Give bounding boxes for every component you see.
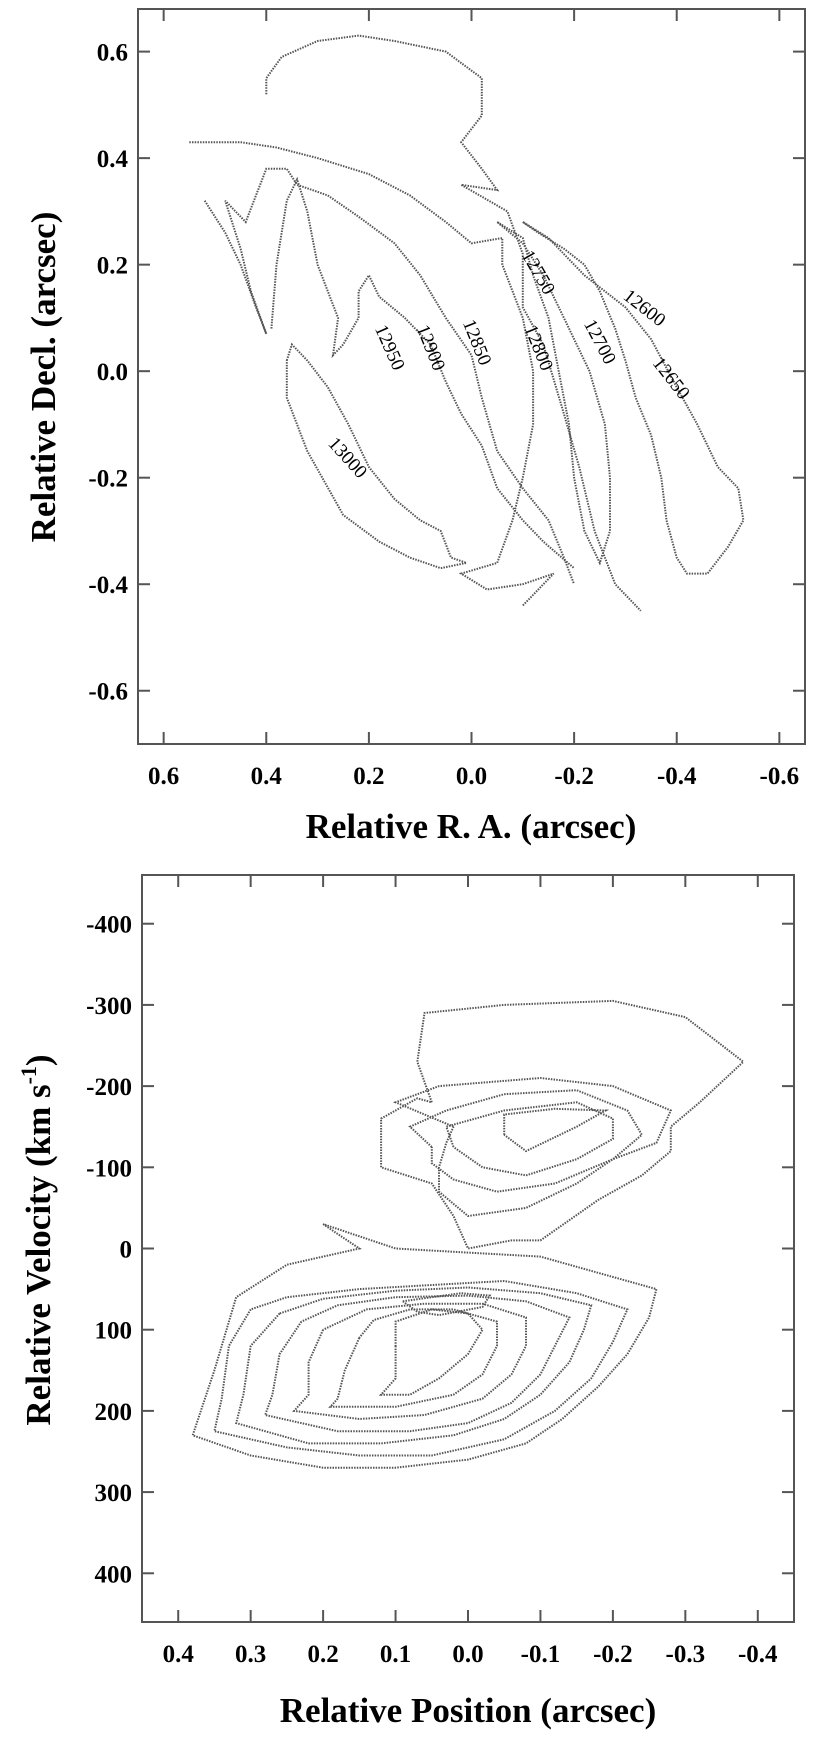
top-x-tick-label: 0.2 <box>353 763 384 790</box>
top-x-tick-label: 0.6 <box>148 763 179 790</box>
top-contour-lines <box>189 34 745 612</box>
bottom-y-tick-label: -400 <box>86 912 132 939</box>
contour-level-label: 12900 <box>412 322 449 374</box>
bottom-contour-line <box>380 999 745 1250</box>
top-y-tick-label: 0.0 <box>97 359 128 386</box>
top-y-tick-label: 0.6 <box>97 40 128 67</box>
bottom-x-tick-label: -0.1 <box>521 1641 561 1668</box>
top-y-tick-label: 0.2 <box>97 253 128 280</box>
bottom-y-axis-title-sup: -1 <box>16 1066 41 1084</box>
bottom-x-tick-label: 0.2 <box>307 1641 338 1668</box>
top-x-tick-label: -0.4 <box>657 763 697 790</box>
bottom-x-tick-label: 0.0 <box>452 1641 483 1668</box>
bottom-x-axis-title: Relative Position (arcsec) <box>280 1691 656 1730</box>
bottom-y-tick-label: 100 <box>95 1318 133 1345</box>
top-x-tick-label: -0.6 <box>760 763 800 790</box>
bottom-contour-line <box>444 1101 614 1177</box>
top-x-tick-label: -0.2 <box>554 763 594 790</box>
bottom-contour-line <box>328 1308 498 1408</box>
top-contour-line <box>203 167 576 585</box>
bottom-x-tick-label: -0.3 <box>666 1641 706 1668</box>
bottom-contour-line <box>503 1107 610 1153</box>
bottom-contour-line <box>408 1089 644 1193</box>
bottom-contour-line <box>263 1294 571 1433</box>
bottom-plot-frame <box>141 874 795 1623</box>
top-y-tick-label: -0.2 <box>88 466 128 493</box>
top-y-tick-label: -0.6 <box>88 679 128 706</box>
bottom-axis-ticks <box>142 875 794 1622</box>
top-chart-panel: 0.6 0.4 0.2 0.0 -0.2 -0.4 -0.6 0.6 0.4 0.2 0.0 -0.… <box>24 8 806 846</box>
top-contour-line <box>270 176 575 569</box>
top-x-tick-label: 0.0 <box>456 763 487 790</box>
contour-level-label: 12950 <box>370 322 409 374</box>
top-contour-line <box>496 221 611 566</box>
bottom-y-tick-label: -300 <box>86 993 132 1020</box>
top-x-tick-labels: 0.6 0.4 0.2 0.0 -0.2 -0.4 -0.6 <box>148 763 799 790</box>
bottom-y-tick-label: -200 <box>86 1074 132 1101</box>
top-contour-line <box>522 221 745 575</box>
contour-level-label: 12600 <box>619 285 669 331</box>
bottom-x-tick-label: -0.2 <box>593 1641 633 1668</box>
top-x-tick-label: 0.4 <box>251 763 283 790</box>
bottom-contour-line <box>292 1302 527 1421</box>
top-y-tick-labels: 0.6 0.4 0.2 0.0 -0.2 -0.4 -0.6 <box>88 40 128 706</box>
top-y-tick-label: -0.4 <box>88 572 128 599</box>
bottom-y-tick-label: 0 <box>120 1237 133 1264</box>
bottom-y-tick-label: 300 <box>95 1480 133 1507</box>
bottom-y-tick-label: 200 <box>95 1399 133 1426</box>
bottom-y-axis-title: Relative Velocity (km s-1) <box>16 1054 58 1425</box>
bottom-y-tick-label: 400 <box>95 1561 133 1588</box>
bottom-y-tick-label: -100 <box>86 1155 132 1182</box>
top-axis-ticks <box>138 9 805 744</box>
bottom-contour-line <box>378 1308 484 1396</box>
bottom-contour-line <box>392 1076 673 1218</box>
bottom-x-tick-label: 0.4 <box>163 1641 195 1668</box>
bottom-y-axis-title-end: ) <box>19 1054 58 1066</box>
contour-level-label: 12650 <box>648 353 694 403</box>
top-contour-line <box>285 342 471 570</box>
bottom-y-axis-title-main: Relative Velocity (km s <box>19 1084 58 1425</box>
bottom-x-tick-label: -0.4 <box>738 1641 778 1668</box>
top-y-axis-title: Relative Decl. (arcsec) <box>24 212 63 543</box>
bottom-x-tick-label: 0.3 <box>235 1641 266 1668</box>
top-x-axis-title: Relative R. A. (arcsec) <box>306 807 637 846</box>
bottom-contour-lines <box>191 999 745 1469</box>
bottom-contour-line <box>213 1279 629 1457</box>
bottom-x-tick-label: 0.1 <box>380 1641 411 1668</box>
top-contour-line <box>189 141 555 607</box>
top-plot-frame <box>137 8 806 745</box>
bottom-chart-panel: 0.4 0.3 0.2 0.1 0.0 -0.1 -0.2 -0.3 -0.4 -400 -300… <box>16 874 795 1730</box>
bottom-contour-line <box>191 1223 658 1469</box>
bottom-y-tick-labels: -400 -300 -200 -100 0 100 200 300 400 <box>86 912 132 1589</box>
contour-level-label: 12800 <box>520 322 557 374</box>
bottom-x-tick-labels: 0.4 0.3 0.2 0.1 0.0 -0.1 -0.2 -0.3 -0.4 <box>163 1641 778 1668</box>
top-y-tick-label: 0.4 <box>97 146 129 173</box>
